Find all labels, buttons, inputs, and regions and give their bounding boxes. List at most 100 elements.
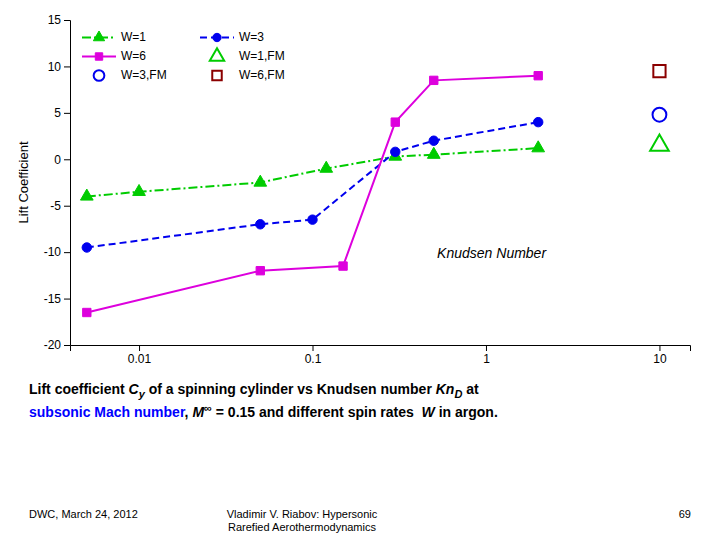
series-marker xyxy=(653,108,667,122)
series xyxy=(83,72,543,317)
series-marker xyxy=(320,161,333,172)
y-tick: 0 xyxy=(54,153,70,167)
y-tick: -10 xyxy=(44,245,70,259)
legend-background xyxy=(76,22,324,91)
caption-fragment: of a spinning cylinder vs Knudsen number xyxy=(145,381,436,397)
series-marker xyxy=(653,65,665,77)
footer: DWC, March 24, 2012 xyxy=(29,508,138,520)
legend-marker xyxy=(210,48,224,60)
legend-marker xyxy=(212,71,221,80)
caption-fragment: , xyxy=(185,404,193,420)
x-axis: 0.01 0.1 1 10 xyxy=(71,345,691,366)
caption-fragment: Lift coefficient xyxy=(29,381,129,397)
y-tick-mark xyxy=(64,252,70,253)
footer-line: 69 xyxy=(679,508,691,520)
caption-fragment: D xyxy=(454,388,462,400)
y-tick: -15 xyxy=(44,292,70,306)
caption-line: subsonic Mach number, M∞ = 0.15 and diff… xyxy=(29,402,498,420)
legend-label: W=1,FM xyxy=(239,49,285,63)
series-marker xyxy=(650,135,669,151)
caption-fragment: in argon. xyxy=(435,404,498,420)
y-tick-mark xyxy=(64,113,70,114)
series xyxy=(82,117,543,252)
legend-label: W=6,FM xyxy=(239,68,285,82)
series-marker xyxy=(429,136,438,145)
y-tick-label: 10 xyxy=(48,60,62,74)
x-tick-mark xyxy=(659,345,660,351)
series-marker xyxy=(430,76,438,84)
x-tick-label: 10 xyxy=(653,352,667,366)
series-marker xyxy=(133,184,146,195)
legend-label: W=3,FM xyxy=(121,68,167,82)
series-marker xyxy=(308,215,317,224)
caption-fragment: at xyxy=(462,381,479,397)
y-tick-label: -15 xyxy=(44,292,62,306)
x-tick-label: 0.01 xyxy=(128,352,152,366)
series-marker xyxy=(256,220,265,229)
y-tick: -20 xyxy=(44,338,70,352)
series-marker xyxy=(80,189,93,200)
series-marker xyxy=(391,118,399,126)
y-tick-mark xyxy=(64,66,70,67)
legend-marker xyxy=(93,31,104,41)
y-tick-mark xyxy=(64,206,70,207)
footer-line: Vladimir V. Riabov: Hypersonic xyxy=(227,508,378,520)
x-tick: 0.1 xyxy=(305,345,322,366)
x-tick-mark xyxy=(139,345,140,351)
footer: 69 xyxy=(679,508,691,520)
y-tick: 15 xyxy=(48,13,70,27)
y-tick-label: 15 xyxy=(48,13,62,27)
legend: W=1W=3W=6W=1,FMW=3,FMW=6,FM xyxy=(76,22,324,91)
x-tick: 1 xyxy=(483,345,490,366)
footer: Vladimir V. Riabov: HypersonicRarefied A… xyxy=(227,508,378,533)
caption-line: Lift coefficient Cy of a spinning cylind… xyxy=(29,381,479,400)
caption-fragment: ∞ xyxy=(204,402,212,414)
series-marker xyxy=(534,72,542,80)
y-axis: -20 -15 -10 -5 0 5 10 15 xyxy=(44,13,71,352)
series xyxy=(650,135,669,151)
y-tick: 5 xyxy=(54,106,70,120)
series-marker xyxy=(533,117,542,126)
y-axis-title: Lift Coefficient xyxy=(16,141,31,224)
series-marker xyxy=(532,141,545,152)
y-axis-line xyxy=(64,21,71,346)
legend-entry: W=1,FM xyxy=(210,48,285,62)
y-tick-mark xyxy=(64,299,70,300)
x-axis-line xyxy=(71,346,691,352)
x-tick-mark xyxy=(486,345,487,351)
y-tick-mark xyxy=(64,345,70,346)
series-line xyxy=(87,76,538,313)
caption-fragment: M xyxy=(192,404,204,420)
legend-entry: W=3 xyxy=(200,30,264,44)
footer-line: Rarefied Aerothermodynamics xyxy=(228,521,376,533)
y-tick-label: -5 xyxy=(50,199,61,213)
x-tick: 0.01 xyxy=(128,345,152,366)
legend-marker xyxy=(95,53,102,60)
y-tick-label: 0 xyxy=(54,153,61,167)
y-tick-label: -20 xyxy=(44,338,62,352)
series-marker xyxy=(256,267,264,275)
legend-marker xyxy=(213,33,221,41)
series xyxy=(80,141,544,200)
caption-fragment: = 0.15 and different spin rates xyxy=(212,404,422,420)
y-tick-label: -10 xyxy=(44,245,62,259)
annotation: Knudsen Number xyxy=(437,245,547,261)
legend-label: W=6 xyxy=(121,49,146,63)
legend-entry: W=6 xyxy=(82,49,146,63)
y-tick: 10 xyxy=(48,60,70,74)
y-tick-label: 5 xyxy=(54,106,61,120)
series xyxy=(653,108,667,122)
legend-entry: W=3,FM xyxy=(94,68,167,82)
chart: 0.01 0.1 1 10 -20 -15 -10 -5 0 5 10 15 Lift Coeffici… xyxy=(0,0,720,540)
series-marker xyxy=(83,308,91,316)
series-marker xyxy=(427,147,440,158)
series-marker xyxy=(82,243,91,252)
footer-line: DWC, March 24, 2012 xyxy=(29,508,138,520)
y-tick: -5 xyxy=(50,199,70,213)
legend-label: W=3 xyxy=(239,30,264,44)
series-marker xyxy=(254,175,267,186)
series-marker xyxy=(339,262,347,270)
series-marker xyxy=(391,147,400,156)
caption-fragment: Kn xyxy=(436,381,455,397)
caption-fragment: subsonic Mach number xyxy=(29,404,186,420)
